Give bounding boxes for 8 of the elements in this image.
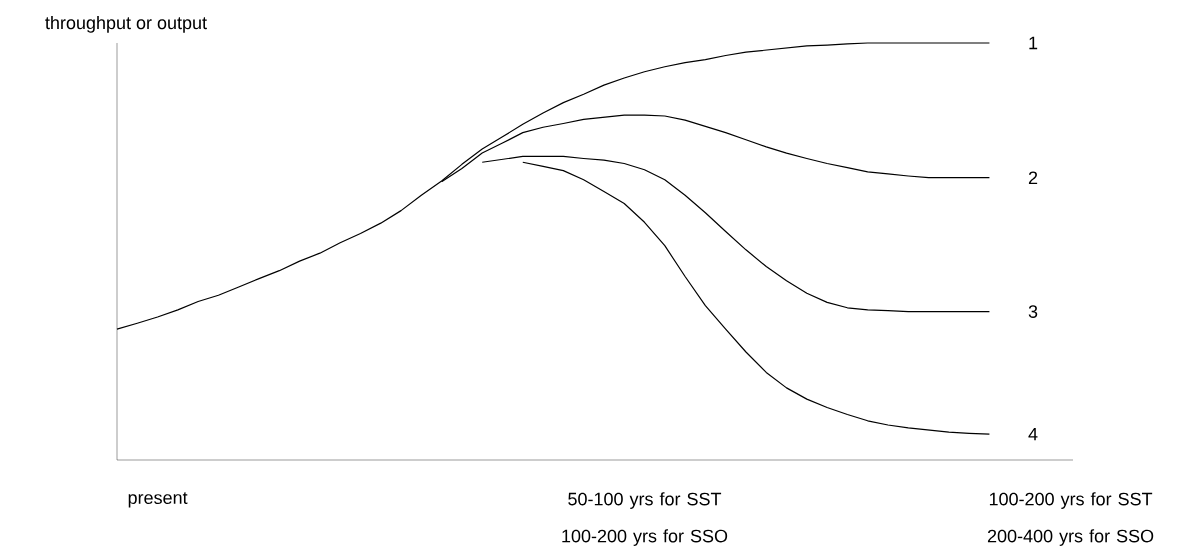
x-tick-label: 50-100 yrs for SST 100-200 yrs for SSO [562, 492, 728, 546]
text: 3 [1028, 305, 1038, 318]
x-tick-label: present [128, 492, 188, 508]
text: 4 [1028, 427, 1038, 441]
text: 2 [1028, 171, 1038, 184]
x-tick-label: 100-200 yrs for SST 200-400 yrs for SSO [987, 492, 1154, 546]
y-axis-title: throughput or output [45, 15, 207, 33]
text: 1 [1029, 36, 1038, 50]
